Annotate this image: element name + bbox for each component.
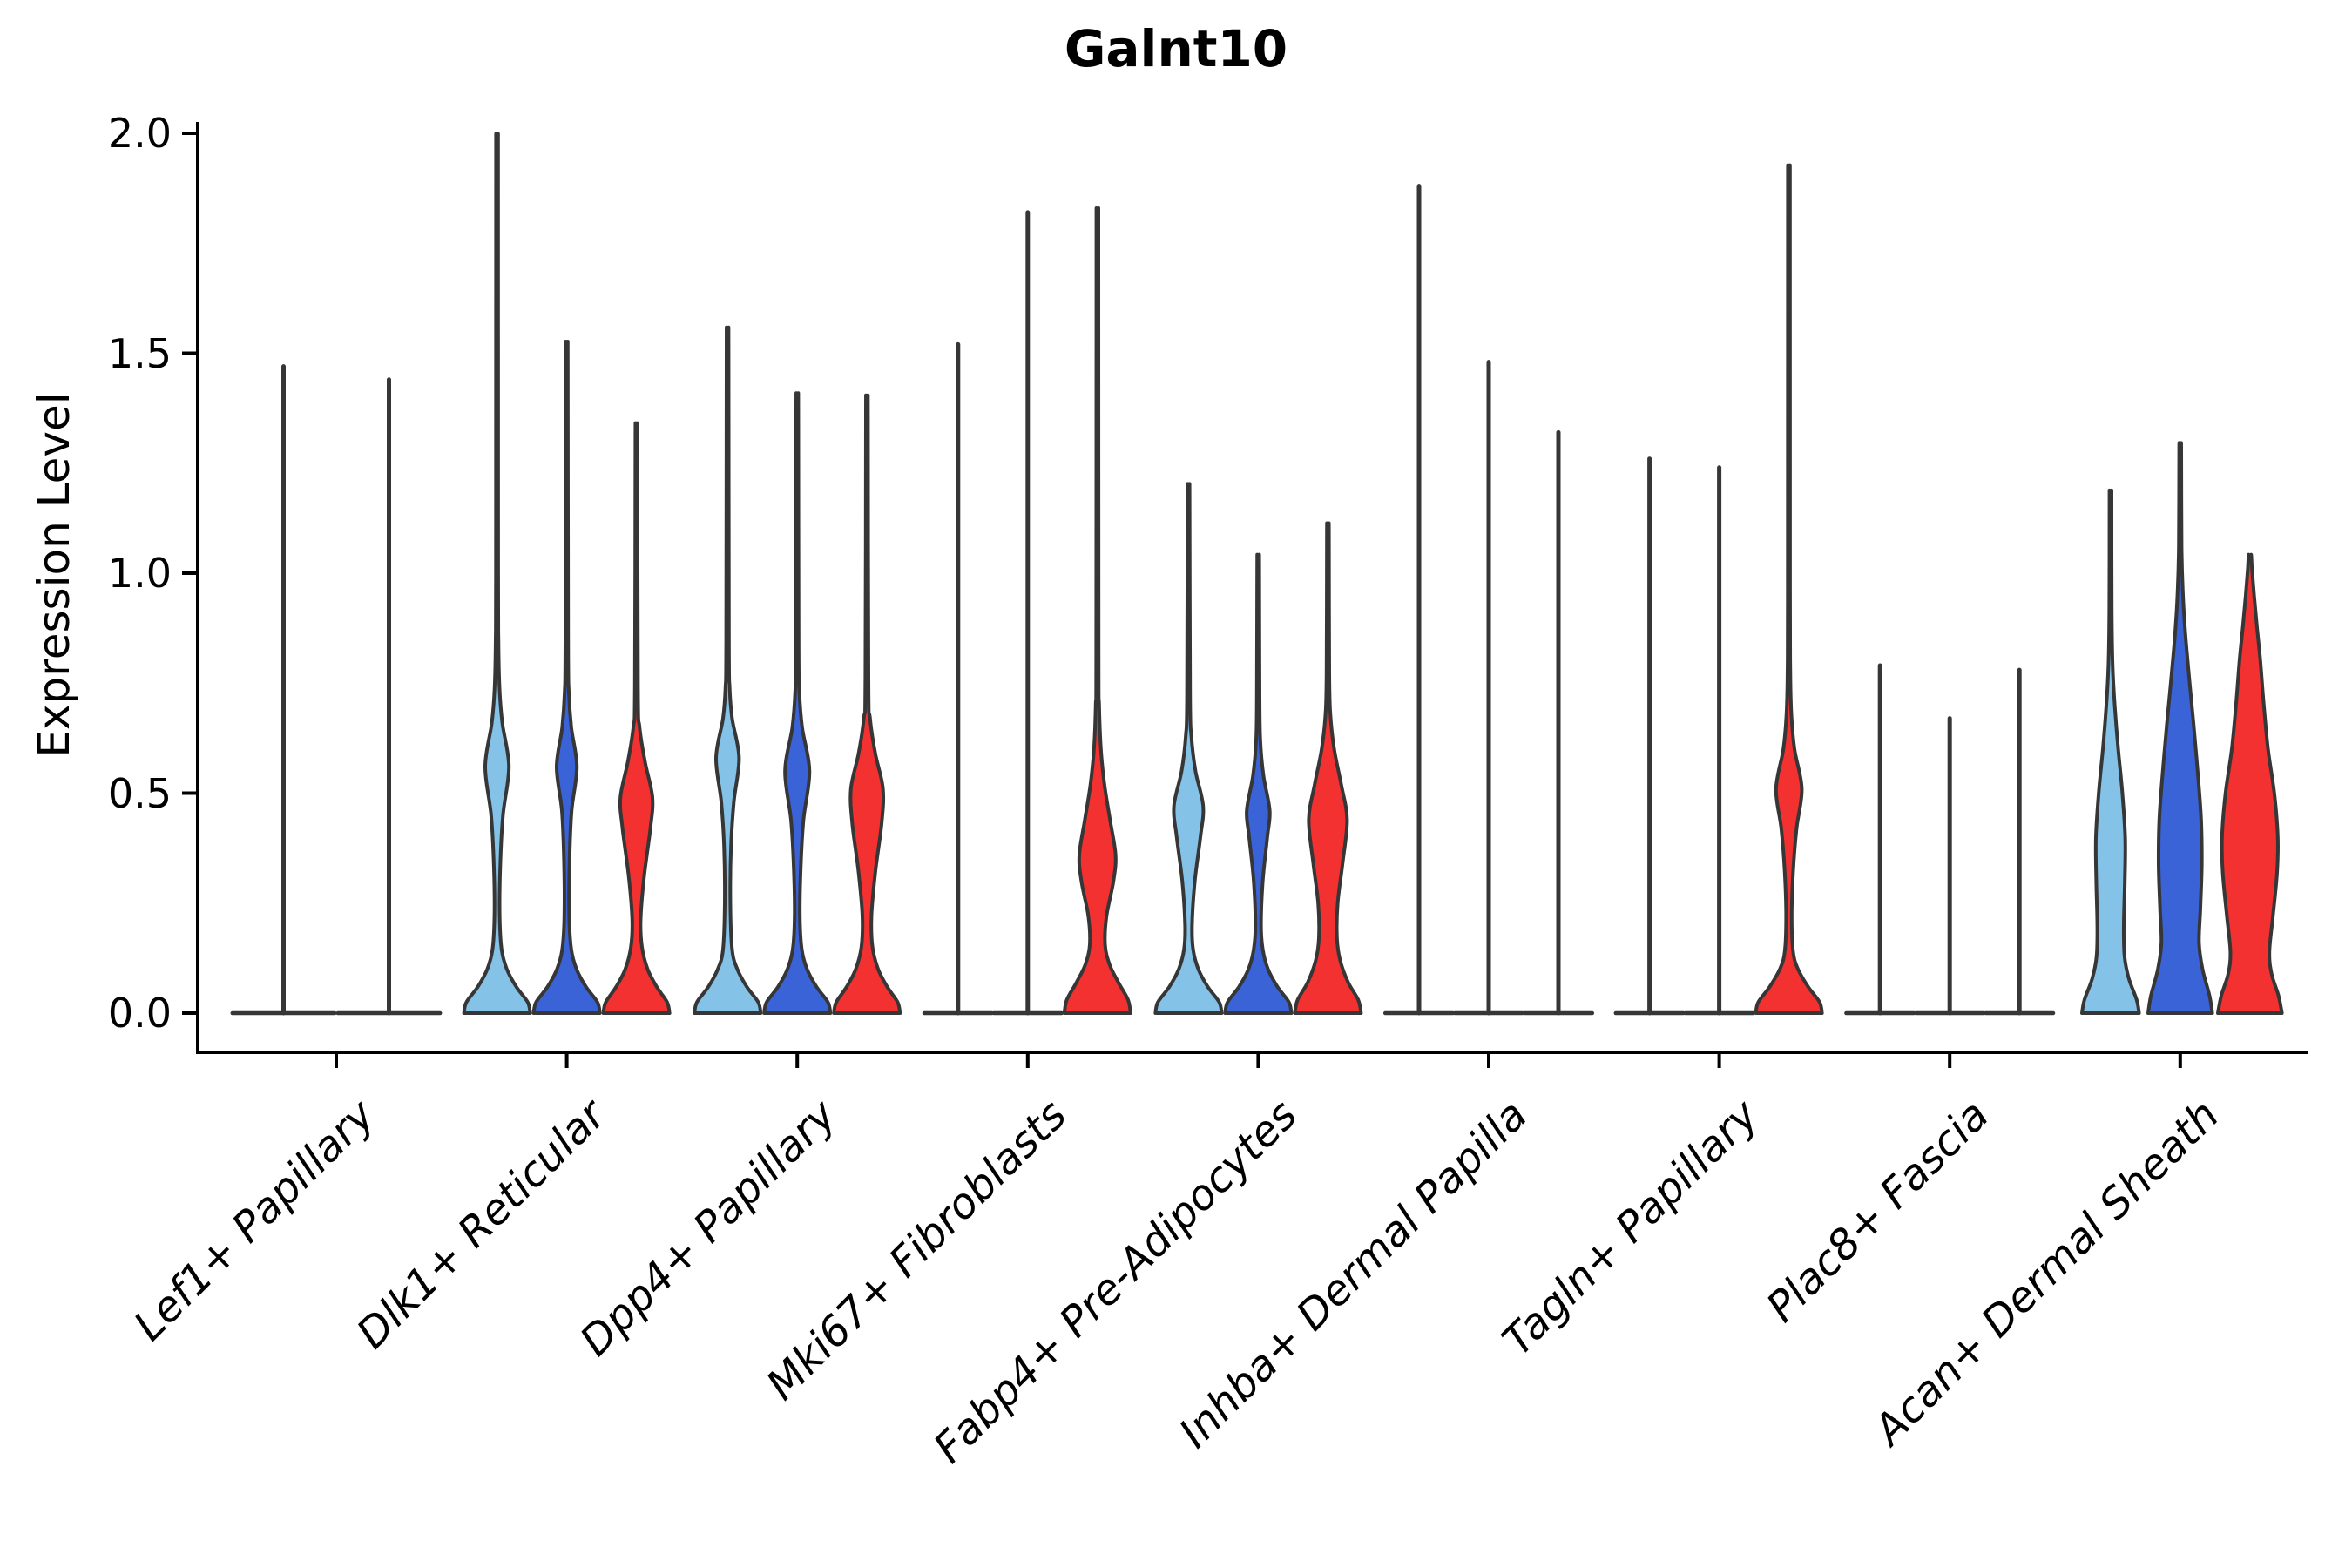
y-tick-label: 1.0: [107, 550, 172, 597]
violin-blue: [1223, 552, 1294, 1015]
y-tick-label: 1.5: [107, 329, 172, 377]
violin-lightblue: [693, 325, 763, 1015]
y-tick-label: 0.0: [107, 990, 172, 1037]
violin-lightblue: [2080, 488, 2141, 1015]
violin-red: [1293, 521, 1363, 1015]
y-tick-label: 2.0: [107, 110, 172, 157]
plot-title: Galnt10: [1064, 19, 1288, 78]
violin-red: [601, 421, 672, 1015]
violin-red: [2216, 552, 2284, 1015]
violin-blue: [2146, 441, 2214, 1015]
violin-blue: [762, 391, 833, 1015]
violin-blue: [531, 340, 602, 1015]
violin-lightblue: [462, 132, 532, 1015]
violin-red: [1754, 163, 1824, 1015]
violin-red: [1062, 206, 1132, 1015]
y-tick-label: 0.5: [107, 769, 172, 817]
violin-red: [832, 393, 902, 1015]
violin-lightblue: [1153, 482, 1224, 1015]
